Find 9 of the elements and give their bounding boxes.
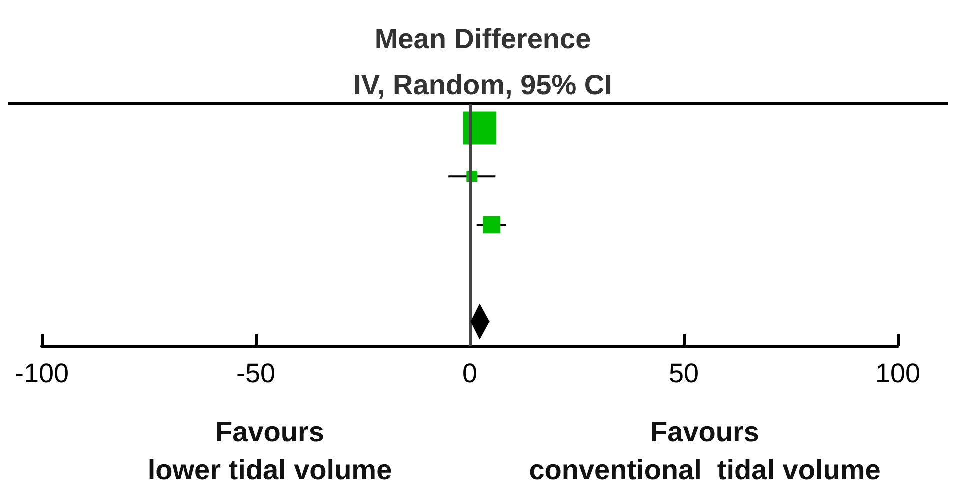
text: Favours conventional tidal volume	[529, 416, 881, 484]
text: Favours lower tidal volume	[148, 416, 392, 484]
x-tick-label: -50	[236, 358, 276, 388]
chart-subtitle: IV, Random, 95% CI	[354, 70, 612, 100]
x-tick-label: -100	[14, 358, 70, 388]
x-tick-label: 50	[668, 358, 700, 388]
chart-title: Mean Difference	[374, 24, 592, 54]
x-tick-label: 0	[462, 358, 478, 388]
x-tick-label: 100	[875, 358, 921, 388]
